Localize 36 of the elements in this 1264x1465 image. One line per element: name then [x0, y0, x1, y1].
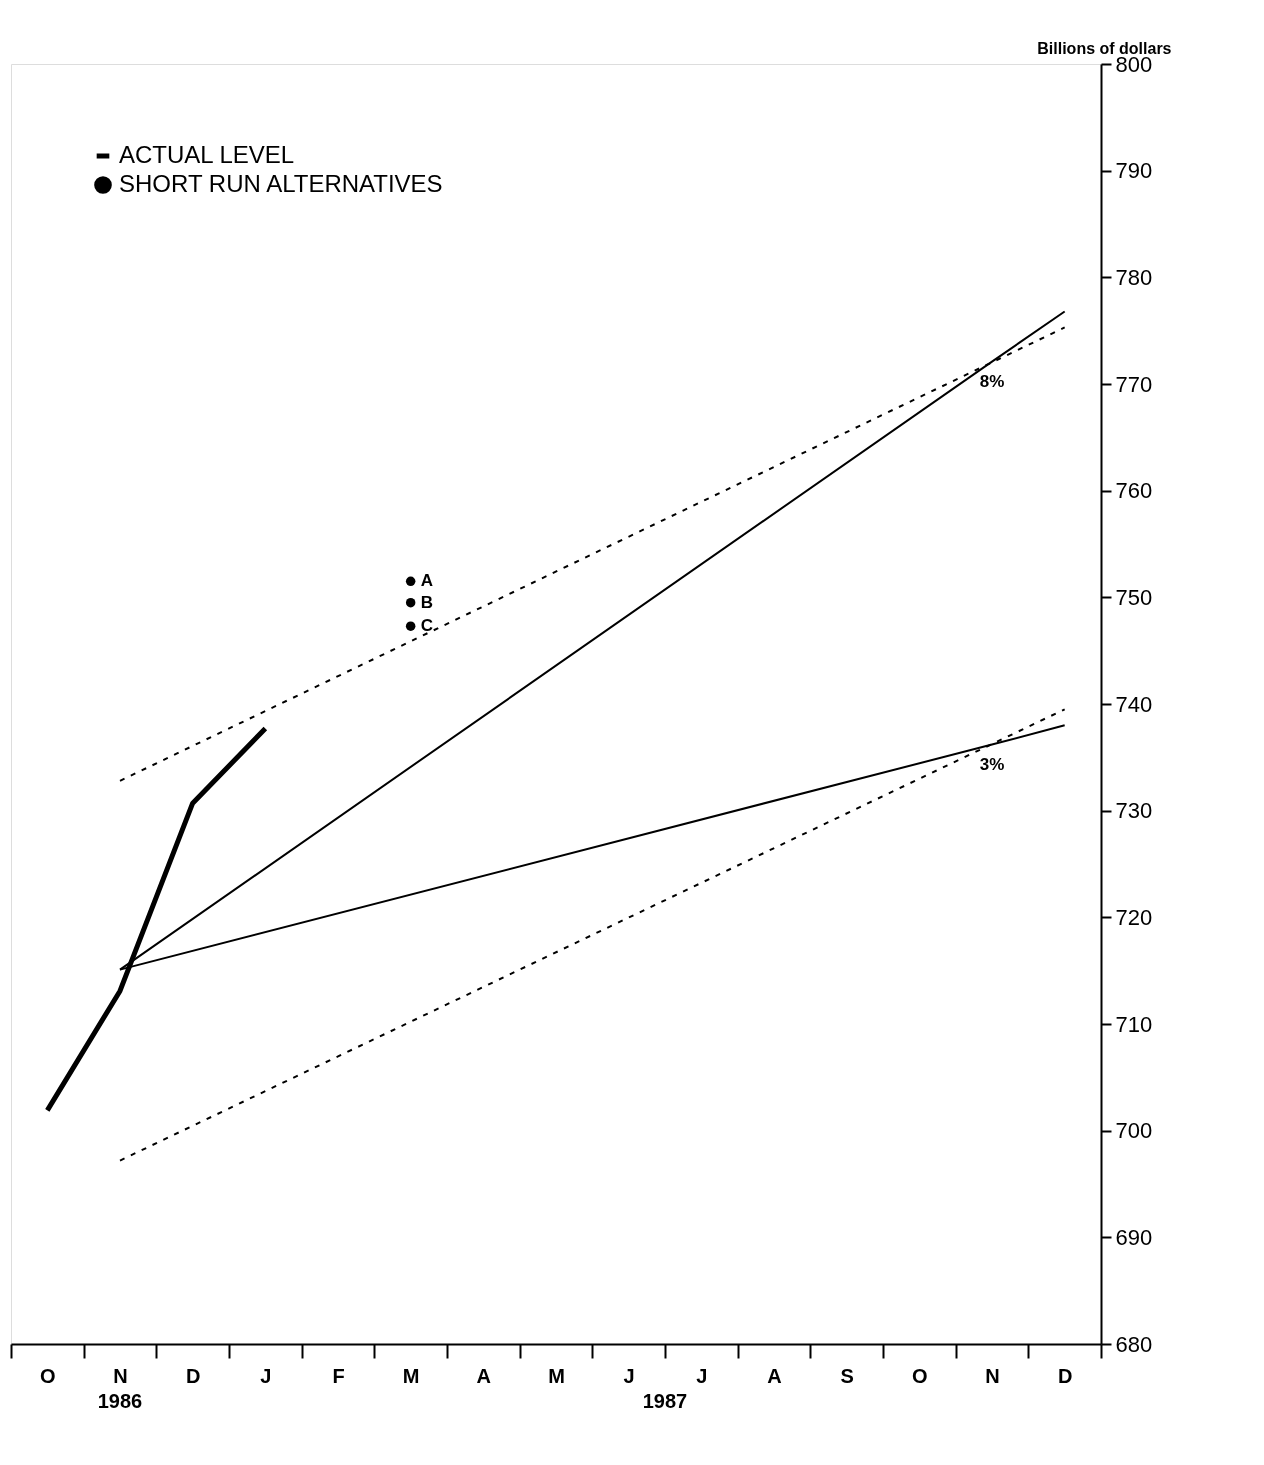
y-tick-label: 780 [1115, 264, 1153, 290]
annotation: C [420, 616, 433, 636]
x-tick-label: N [113, 1364, 128, 1387]
legend-label: ACTUAL LEVEL [119, 141, 295, 168]
y-tick-label: 700 [1115, 1118, 1153, 1144]
x-tick-label: A [476, 1364, 492, 1387]
x-tick-label: O [40, 1364, 56, 1387]
x-tick-label: S [840, 1364, 854, 1387]
y-tick-label: 790 [1115, 158, 1153, 184]
x-tick-label: O [912, 1364, 928, 1387]
y-tick-label: 740 [1115, 691, 1153, 717]
y-tick-label: 680 [1115, 1331, 1153, 1357]
series-label: 8% [979, 371, 1005, 391]
x-tick-label: J [623, 1364, 635, 1387]
x-tick-label: J [696, 1364, 708, 1387]
x-tick-label: D [1057, 1364, 1073, 1387]
y-tick-label: 750 [1115, 584, 1153, 610]
y-tick-label: 770 [1115, 371, 1153, 397]
annotation: A [420, 571, 433, 591]
y-tick-label: 710 [1115, 1011, 1153, 1037]
x-tick-label: N [985, 1364, 1000, 1387]
annotation: B [420, 592, 433, 612]
y-tick-label: 760 [1115, 478, 1153, 504]
x-tick-label: J [260, 1364, 272, 1387]
y-tick-label: 720 [1115, 904, 1153, 930]
y-tick-label: 690 [1115, 1224, 1153, 1250]
text: 1986 [97, 1390, 143, 1412]
legend-label: SHORT RUN ALTERNATIVES [119, 170, 443, 197]
x-tick-label: A [767, 1364, 782, 1387]
y-tick-label: 730 [1115, 798, 1153, 824]
x-tick-label: M [548, 1364, 565, 1387]
x-tick-label: D [185, 1364, 201, 1387]
series-label: 3% [979, 754, 1005, 774]
x-tick-label: F [332, 1364, 345, 1387]
x-tick-label: M [402, 1364, 420, 1387]
text: 1987 [642, 1390, 688, 1412]
